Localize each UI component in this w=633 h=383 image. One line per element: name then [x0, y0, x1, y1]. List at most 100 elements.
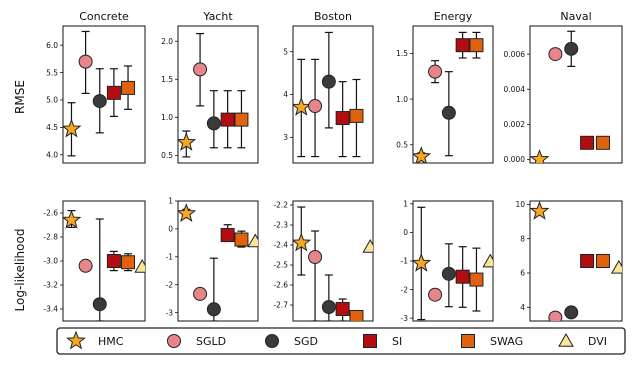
point-sgld [308, 250, 323, 264]
data-layer [530, 201, 622, 321]
data-layer [413, 206, 493, 321]
legend-marker-sgld [167, 334, 181, 348]
point-sgd [321, 74, 336, 89]
y-tick-label: 4.5 [46, 123, 58, 132]
point-sgld [428, 64, 443, 79]
y-tick-label: 2.0 [161, 37, 173, 46]
legend-item-si: SI [363, 334, 402, 348]
y-tick-label: 0.006 [504, 50, 526, 59]
panel-concrete: Concrete 4.0 4.5 5.0 5.5 6.0 [46, 10, 146, 164]
point-sgd [321, 300, 336, 314]
point-si [220, 112, 235, 127]
legend-marker-swag [461, 334, 475, 348]
legend-label: SWAG [490, 335, 523, 348]
point-swag [595, 135, 610, 150]
y-tick-label: -2.6 [273, 281, 288, 290]
point-sgd [206, 116, 221, 131]
point-swag [595, 254, 610, 268]
legend-frame [56, 327, 626, 355]
point-hmc [63, 209, 82, 229]
panel-yacht: Yacht 0.5 1.0 1.5 2.0 [161, 10, 259, 164]
point-hmc [293, 96, 312, 116]
panel-energy: Energy 0.5 1.0 1.5 [396, 10, 494, 164]
point-si [106, 254, 121, 268]
legend-label: SGLD [196, 335, 226, 348]
axes-frame [529, 25, 623, 164]
legend-item-hmc: HMC [66, 330, 124, 350]
y-tick-label: 1 [403, 200, 408, 209]
point-si [580, 135, 595, 150]
legend-label: SI [392, 335, 402, 348]
data-layer [293, 206, 373, 321]
point-sgld [308, 99, 323, 114]
y-tick-label: -2.3 [273, 221, 288, 230]
data-layer [63, 209, 145, 321]
point-si [455, 269, 470, 284]
y-tick-label: -1 [166, 253, 174, 262]
point-swag [234, 112, 249, 127]
point-sgd [92, 297, 107, 312]
y-tick-label: 4.0 [46, 150, 58, 159]
y-tick-label: -2 [166, 280, 174, 289]
y-tick-label: -3.2 [43, 281, 58, 290]
y-tick-label: 0.004 [504, 85, 526, 94]
point-sgd [441, 105, 456, 120]
y-tick-label: -2.8 [43, 233, 58, 242]
point-swag [234, 232, 249, 247]
point-hmc [178, 132, 197, 151]
legend-label: SGD [294, 335, 318, 348]
panel-boston: Boston 3 4 5 [283, 10, 374, 164]
point-sgd [564, 41, 579, 56]
axes-frame [292, 25, 374, 164]
axes-frame [177, 200, 259, 322]
y-tick-label: 10 [515, 200, 525, 209]
point-sgd [206, 302, 221, 317]
point-swag [121, 255, 136, 270]
point-sgld [548, 47, 563, 62]
panel-r1c0: -2.6 -2.8 -3.0 -3.2 -3.4 [43, 200, 146, 322]
point-hmc [530, 201, 550, 220]
point-swag [349, 310, 364, 321]
y-tick-label: 0 [168, 225, 173, 234]
data-layer [63, 30, 136, 157]
point-hmc [293, 232, 312, 252]
point-swag [469, 272, 484, 287]
point-si [580, 254, 595, 268]
data-layer [178, 33, 249, 158]
y-tick-label: 0.002 [504, 120, 526, 129]
point-si [335, 302, 350, 316]
legend-label: DVI [588, 335, 607, 348]
y-tick-label: 5 [283, 47, 288, 56]
y-tick-label: 0.5 [396, 140, 408, 149]
y-tick-label: 3 [283, 133, 288, 142]
y-tick-label: 1 [168, 197, 173, 206]
panel-r1c4: 10 8 6 4 [515, 200, 623, 322]
y-tick-label: 5.0 [46, 96, 58, 105]
legend-item-sgd: SGD [265, 334, 318, 348]
point-sgld [193, 286, 208, 301]
panel-title: Boston [314, 10, 352, 23]
panel-title: Naval [560, 10, 591, 23]
data-layer [178, 203, 258, 321]
y-tick-label: -3 [166, 308, 174, 317]
axes-frame [529, 200, 623, 322]
data-layer [413, 31, 484, 163]
y-tick-label: 1.5 [396, 49, 408, 58]
y-tick-label: -2 [401, 285, 409, 294]
point-si [220, 228, 235, 243]
point-sgld [548, 310, 563, 321]
panels: Concrete 4.0 4.5 5.0 5.5 6.0 Yacht 0.5 1.0 1.5 2.0… [43, 10, 623, 323]
point-si [106, 85, 121, 100]
legend-item-sgld: SGLD [167, 334, 226, 348]
y-tick-label: 1.5 [161, 75, 173, 84]
y-tick-label: -3 [401, 314, 409, 323]
y-tick-label: 4 [520, 303, 525, 312]
y-tick-label: 5.5 [46, 68, 58, 77]
legend-label: HMC [98, 335, 124, 348]
point-swag [469, 38, 484, 53]
point-sgd [564, 305, 579, 320]
axes-frame [62, 25, 146, 164]
legend-item-dvi: DVI [558, 332, 607, 348]
axes-frame [412, 25, 494, 164]
